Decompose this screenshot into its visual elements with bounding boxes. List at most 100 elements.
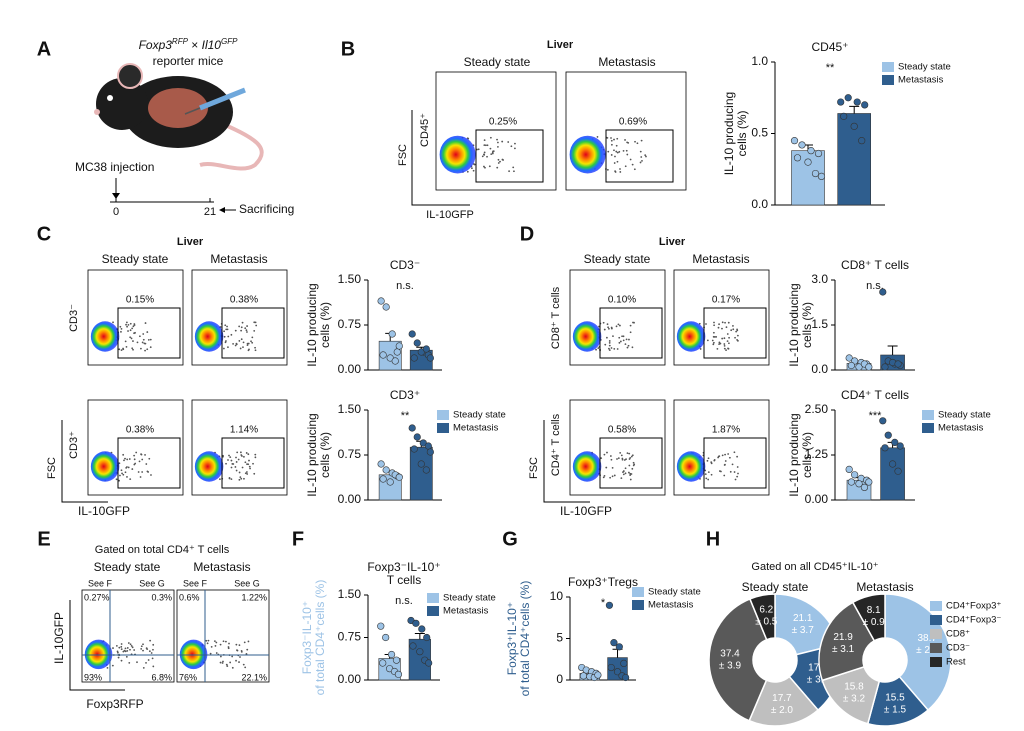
- event-dot: [106, 666, 109, 669]
- event-dot: [631, 454, 634, 457]
- y-tick-label: 0.75: [338, 447, 362, 461]
- error-bar: [887, 345, 898, 355]
- event-dot: [229, 456, 232, 459]
- event-dot: [147, 338, 150, 341]
- event-dot: [713, 324, 716, 327]
- event-dot: [120, 659, 123, 662]
- event-dot: [723, 343, 726, 345]
- event-dot: [150, 652, 153, 654]
- event-dot: [222, 660, 224, 663]
- legend-swatch: [930, 615, 942, 625]
- event-dot: [724, 460, 727, 462]
- event-dot: [603, 453, 606, 456]
- quadrant-percent: 0.6%: [179, 592, 200, 602]
- data-point: [408, 330, 416, 338]
- event-dot: [253, 330, 256, 332]
- event-dot: [481, 155, 484, 158]
- axis-label: IL-10 producing: [787, 283, 801, 366]
- event-dot: [711, 339, 714, 342]
- event-dot: [613, 149, 615, 152]
- event-dot: [213, 640, 216, 643]
- gate: [599, 307, 663, 359]
- data-point: [817, 172, 826, 180]
- event-dot: [124, 647, 127, 650]
- quadrant-percent: 0.3%: [151, 592, 172, 602]
- event-dot: [724, 463, 726, 466]
- timeline-tick-label: 21: [204, 206, 216, 218]
- data-point: [426, 448, 434, 456]
- event-dot: [134, 331, 136, 334]
- event-dot: [632, 464, 635, 467]
- data-point: [814, 149, 823, 158]
- data-point: [418, 625, 426, 633]
- event-dot: [120, 469, 123, 472]
- event-dot: [124, 340, 127, 343]
- event-dot: [238, 478, 241, 481]
- event-dot: [247, 342, 250, 345]
- event-dot: [724, 321, 726, 324]
- event-dot: [243, 477, 245, 480]
- event-dot: [626, 346, 629, 349]
- axis-label: CD8⁺ T cells: [550, 286, 562, 349]
- event-dot: [254, 456, 257, 459]
- data-point: [851, 471, 859, 479]
- event-dot: [226, 328, 229, 331]
- segment-error: ± 3.3: [807, 674, 830, 685]
- significance: n.s.: [396, 280, 414, 292]
- axis-label: IL-10 producing: [787, 413, 801, 496]
- event-dot: [721, 454, 724, 457]
- event-dot: [489, 147, 492, 150]
- event-dot: [726, 333, 729, 335]
- event-dot: [607, 150, 610, 153]
- data-point: [425, 659, 433, 667]
- event-dot: [239, 451, 242, 454]
- event-dot: [254, 346, 256, 349]
- segment-error: ± 3.7: [792, 625, 815, 636]
- event-dot: [639, 150, 642, 153]
- event-dot: [624, 472, 627, 475]
- y-tick-label: 0.00: [338, 672, 362, 686]
- data-point: [426, 354, 434, 362]
- event-dot: [491, 152, 494, 155]
- event-dot: [483, 139, 486, 141]
- data-point: [379, 351, 387, 359]
- gate: [475, 129, 544, 183]
- event-dot: [619, 171, 622, 173]
- data-point: [382, 466, 390, 474]
- event-dot: [145, 463, 148, 465]
- event-dot: [615, 150, 618, 153]
- event-dot: [707, 471, 710, 473]
- event-dot: [248, 348, 250, 351]
- legend-swatch: [922, 410, 934, 420]
- donut-segment: [851, 593, 886, 642]
- event-dot: [241, 466, 244, 469]
- event-dot: [728, 342, 730, 345]
- tissue-title: Liver: [659, 236, 686, 248]
- event-dot: [734, 336, 736, 339]
- legend-label: Metastasis: [453, 423, 499, 434]
- chart-title: CD3⁻: [390, 258, 420, 272]
- event-dot: [254, 453, 257, 456]
- data-point: [413, 433, 421, 441]
- event-dot: [221, 662, 224, 664]
- event-dot: [125, 345, 128, 348]
- event-dot: [227, 335, 230, 338]
- timeline-tick-label: 0: [113, 206, 119, 218]
- event-dot: [239, 347, 242, 350]
- data-point: [894, 360, 902, 368]
- event-dot: [240, 477, 243, 480]
- axis-arrow: [69, 600, 125, 691]
- event-dot: [471, 167, 473, 170]
- legend-label: Metastasis: [648, 600, 694, 611]
- event-dot: [496, 166, 499, 169]
- event-dot: [215, 652, 218, 654]
- density-blob: [676, 451, 706, 482]
- event-dot: [148, 457, 151, 460]
- segment-value: 21.1: [793, 613, 813, 624]
- data-point: [379, 659, 387, 667]
- axis-label: FSC: [528, 457, 540, 479]
- strain-part: GFP: [221, 37, 238, 46]
- data-point: [881, 444, 889, 452]
- event-dot: [234, 329, 237, 332]
- event-dot: [624, 165, 627, 168]
